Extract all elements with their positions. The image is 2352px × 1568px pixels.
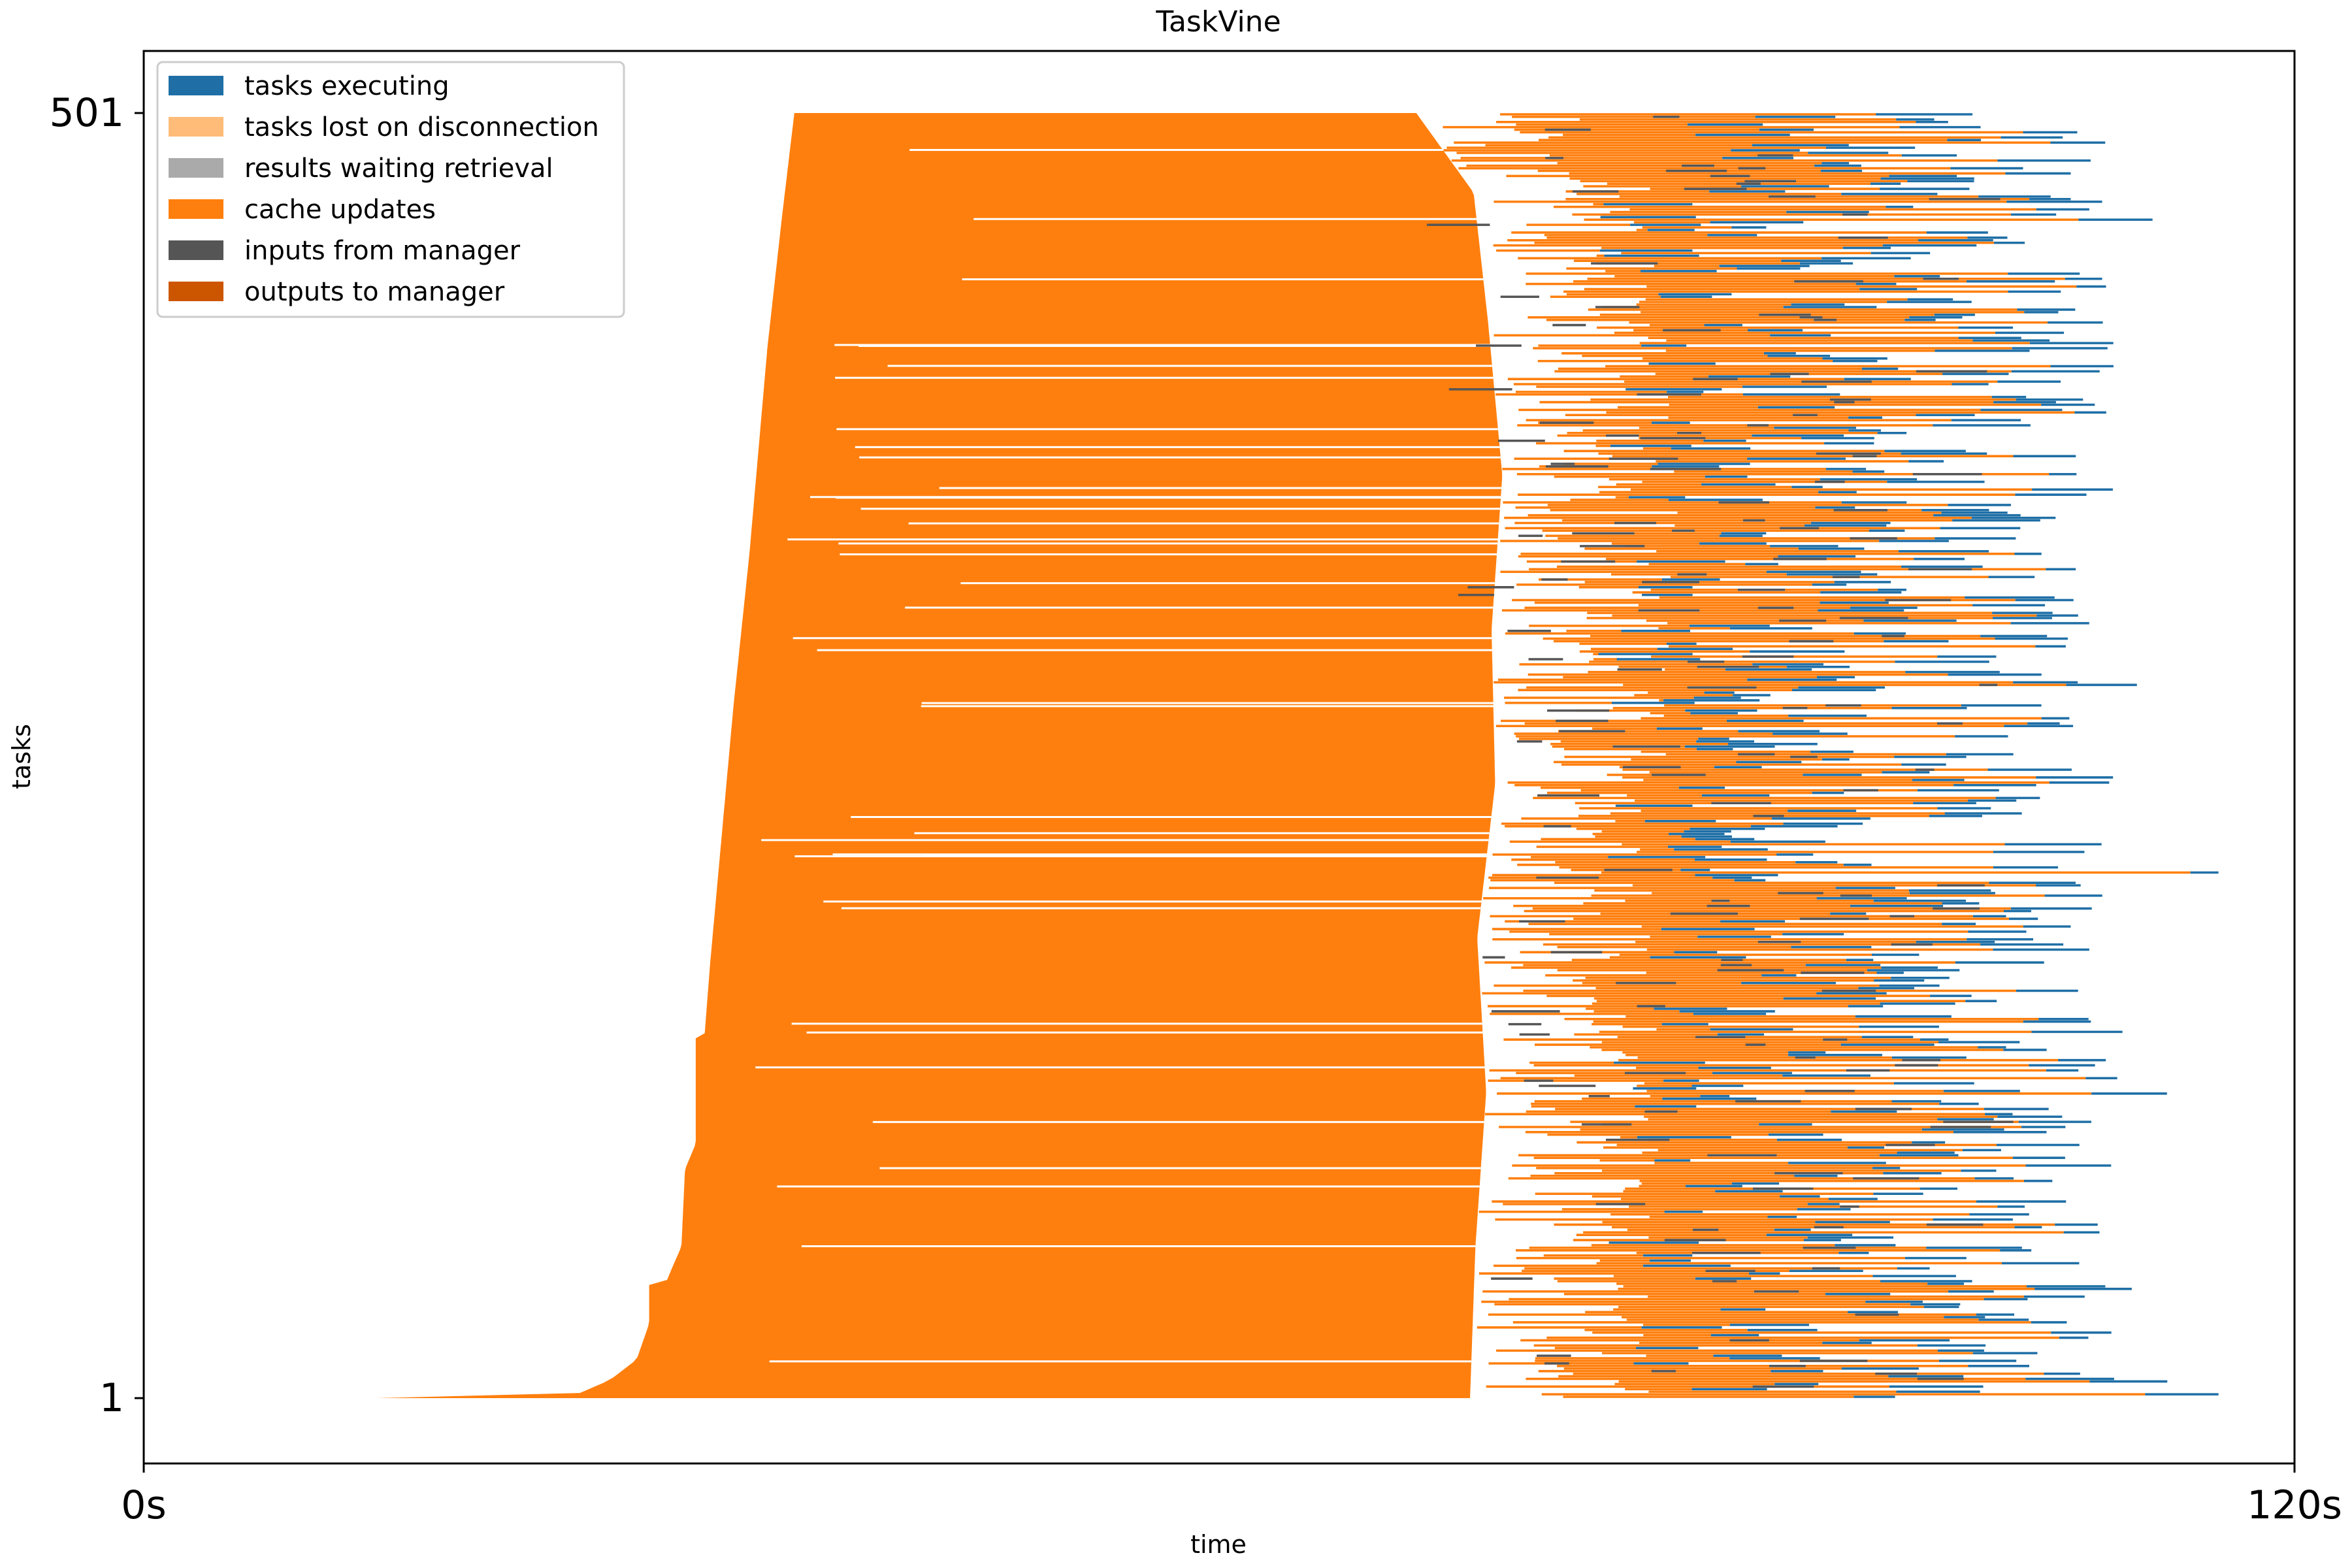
chart-title: TaskVine [1155,5,1281,39]
legend-swatch [169,158,223,178]
legend-swatch [169,282,223,301]
legend-label: inputs from manager [244,236,521,266]
y-tick-label: 1 [99,1375,124,1421]
legend: tasks executing tasks lost on disconnecti… [156,61,625,318]
y-tick-label: 501 [49,90,124,136]
task-bars [1426,113,2219,1398]
legend-label: tasks executing [244,71,449,101]
x-axis-label: time [1190,1530,1247,1559]
x-tick-label: 120s [2247,1482,2342,1528]
legend-label: cache updates [244,195,436,225]
legend-swatch [169,240,223,260]
cache-updates-area [376,113,1503,1398]
legend-swatch [169,76,223,95]
x-tick-label: 0s [121,1482,166,1528]
axes: 0s 120s 1 501 [49,50,2342,1528]
plot-frame [142,50,2296,1465]
legend-label: tasks lost on disconnection [244,112,599,142]
cache-updates-region [376,113,1503,1398]
y-axis-label: tasks [7,724,36,789]
legend-box [156,61,625,318]
legend-swatch [169,117,223,137]
legend-swatch [169,199,223,219]
legend-label: results waiting retrieval [244,154,553,184]
legend-label: outputs to manager [244,277,505,307]
